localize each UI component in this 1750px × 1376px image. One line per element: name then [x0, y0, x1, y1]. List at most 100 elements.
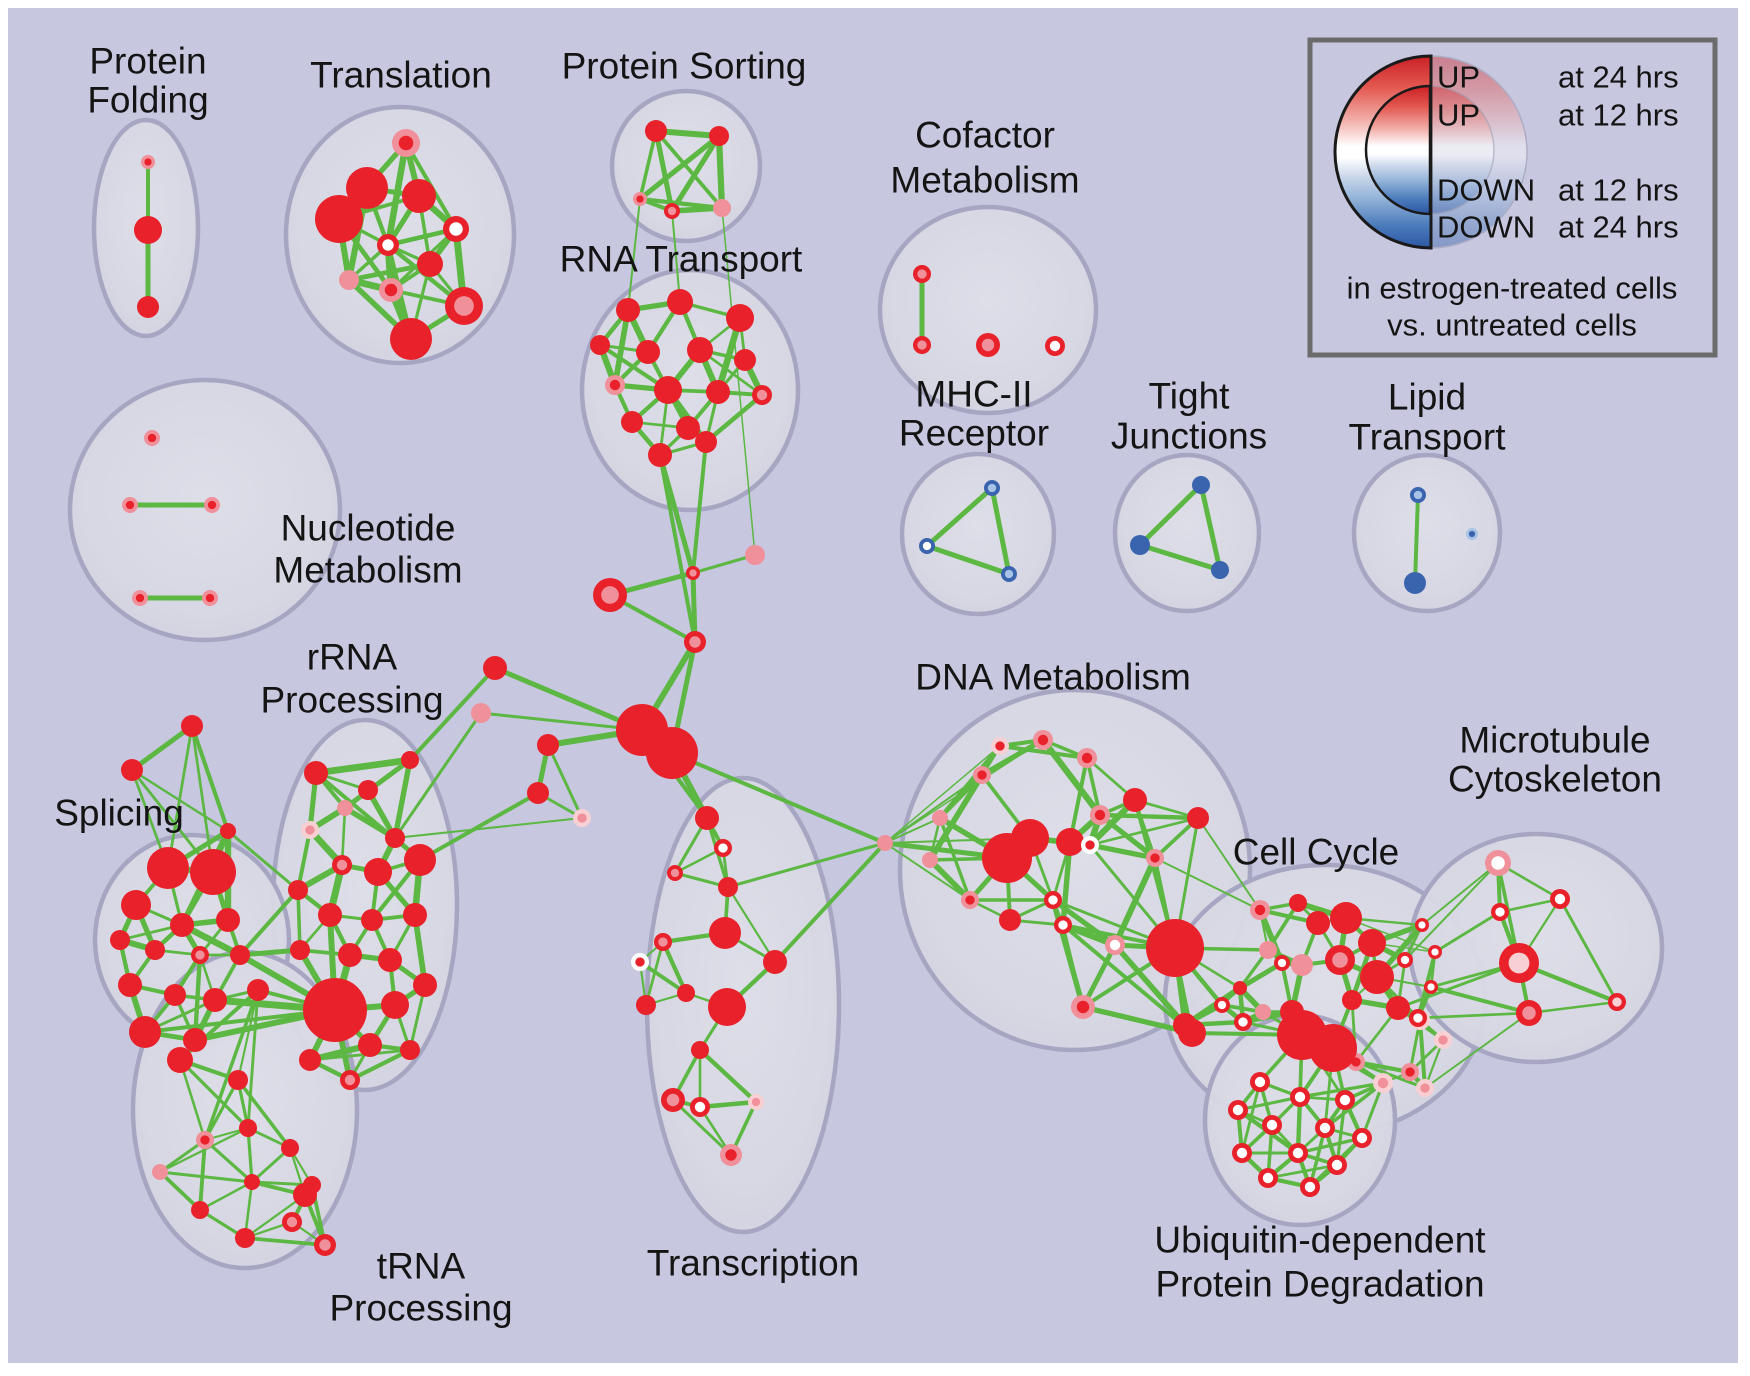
legend-time-label: at 12 hrs	[1558, 98, 1679, 133]
node-core	[601, 586, 619, 604]
node-ring	[315, 195, 363, 243]
cluster-label-mhc2-receptor: Receptor	[899, 413, 1049, 454]
cluster-edge-cell-cycle	[1266, 901, 1300, 952]
node-core	[1554, 893, 1566, 905]
cluster-label-trna-processing: tRNA	[377, 1246, 466, 1287]
node-ring	[706, 380, 730, 404]
inter-cluster-edge	[627, 198, 641, 311]
cluster-ellipse-mhc2-receptor	[899, 451, 1057, 617]
cluster-label-dna-metabolism: DNA Metabolism	[915, 657, 1191, 698]
legend-box	[1307, 37, 1718, 358]
cluster-label-rna-transport: RNA Transport	[560, 239, 803, 280]
inter-cluster-edge	[658, 453, 697, 644]
node-core	[694, 1101, 706, 1113]
cluster-edge-dna-metabolism	[1088, 816, 1200, 847]
node-core	[1418, 921, 1426, 929]
node-core	[1048, 895, 1058, 905]
cluster-edge-cell-cycle	[1354, 1060, 1427, 1090]
node-ring	[191, 1201, 209, 1219]
network-nodes	[110, 120, 1626, 1256]
legend-direction-label: UP	[1437, 98, 1480, 133]
cluster-edge-splicing	[192, 952, 203, 1043]
node-ring	[654, 376, 682, 404]
node-ring	[403, 903, 427, 927]
node-ring	[726, 304, 754, 332]
node-ring	[1289, 894, 1307, 912]
node-core	[1420, 1083, 1430, 1093]
cluster-label-cell-cycle: Cell Cycle	[1233, 832, 1400, 873]
node-core	[689, 569, 697, 577]
cluster-edge-trna-processing	[246, 988, 260, 1130]
node-core	[1491, 856, 1505, 870]
node-ring	[709, 917, 741, 949]
node-core	[384, 283, 398, 297]
cluster-edge-trna-processing	[158, 1170, 202, 1212]
node-core	[286, 1216, 298, 1228]
inter-cluster-edge	[418, 791, 540, 862]
node-core	[725, 1149, 737, 1161]
cluster-label-lipid-transport: Transport	[1349, 417, 1507, 458]
cluster-label-cofactor-metabolism: Cofactor	[915, 115, 1055, 156]
node-core	[987, 483, 997, 493]
node-core	[1356, 1132, 1368, 1144]
inter-cluster-edge	[1396, 961, 1521, 1010]
node-ring	[1309, 1024, 1357, 1072]
cluster-edge-dna-metabolism	[1061, 923, 1194, 1035]
legend-time-label: at 24 hrs	[1558, 60, 1679, 95]
cluster-edge-microtubule-cytoskeleton	[1416, 1011, 1531, 1020]
cluster-edge-lipid-transport	[1413, 493, 1420, 585]
cluster-edge-ubiquitin-degradation	[1335, 1098, 1347, 1167]
cluster-edge-transcription	[638, 960, 688, 995]
node-core	[1400, 955, 1410, 965]
node-core	[917, 340, 927, 350]
cluster-edge-microtubule-cytoskeleton	[1498, 897, 1562, 914]
node-ring	[932, 810, 948, 826]
node-ring	[361, 909, 383, 931]
cluster-edge-trna-processing	[203, 1138, 254, 1184]
node-ring	[1192, 476, 1210, 494]
node-core	[1468, 530, 1476, 538]
node-ring	[687, 337, 713, 363]
cluster-edge-ubiquitin-degradation	[1296, 1136, 1364, 1155]
cluster-edge-tight-junctions	[1198, 482, 1223, 573]
inter-cluster-edge	[237, 947, 303, 958]
node-core	[995, 741, 1005, 751]
cluster-label-microtubule-cytoskeleton: Cytoskeleton	[1448, 759, 1662, 800]
cluster-edge-microtubule-cytoskeleton	[1433, 910, 1502, 954]
inter-cluster-edge	[1404, 862, 1499, 961]
node-ring	[718, 877, 738, 897]
node-ring	[1123, 788, 1147, 812]
legend-time-label: at 24 hrs	[1558, 210, 1679, 245]
node-ring	[708, 988, 746, 1026]
node-core	[205, 593, 215, 603]
cluster-ellipse-cofactor-metabolism	[877, 204, 1099, 416]
node-core	[1262, 1172, 1274, 1184]
cluster-label-microtubule-cytoskeleton: Microtubule	[1459, 720, 1650, 761]
node-core	[658, 937, 668, 947]
inter-cluster-edge	[408, 666, 497, 762]
inter-cluster-edge	[1421, 862, 1499, 926]
node-ring	[381, 991, 409, 1019]
cluster-label-nucleotide-metabolism: Nucleotide	[281, 508, 456, 549]
cluster-edge-ubiquitin-degradation	[1323, 1081, 1385, 1130]
cluster-edge-rrna-processing	[347, 1047, 413, 1083]
cluster-edge-protein-sorting	[669, 133, 722, 214]
node-ring	[203, 988, 227, 1012]
node-ring	[1259, 941, 1277, 959]
node-ring	[400, 1040, 420, 1060]
node-core	[718, 843, 728, 853]
cluster-label-lipid-transport: Lipid	[1388, 377, 1466, 418]
node-core	[609, 379, 621, 391]
node-ring	[228, 1070, 248, 1090]
node-core	[195, 950, 205, 960]
node-ring	[290, 940, 310, 960]
cluster-edge-trna-processing	[178, 1058, 250, 1130]
cluster-edge-dna-metabolism	[1112, 855, 1158, 948]
node-ring	[190, 849, 236, 895]
cluster-label-rrna-processing: Processing	[260, 680, 443, 721]
node-core	[449, 222, 463, 236]
node-ring	[413, 973, 437, 997]
cluster-edge-dna-metabolism	[1097, 812, 1201, 821]
